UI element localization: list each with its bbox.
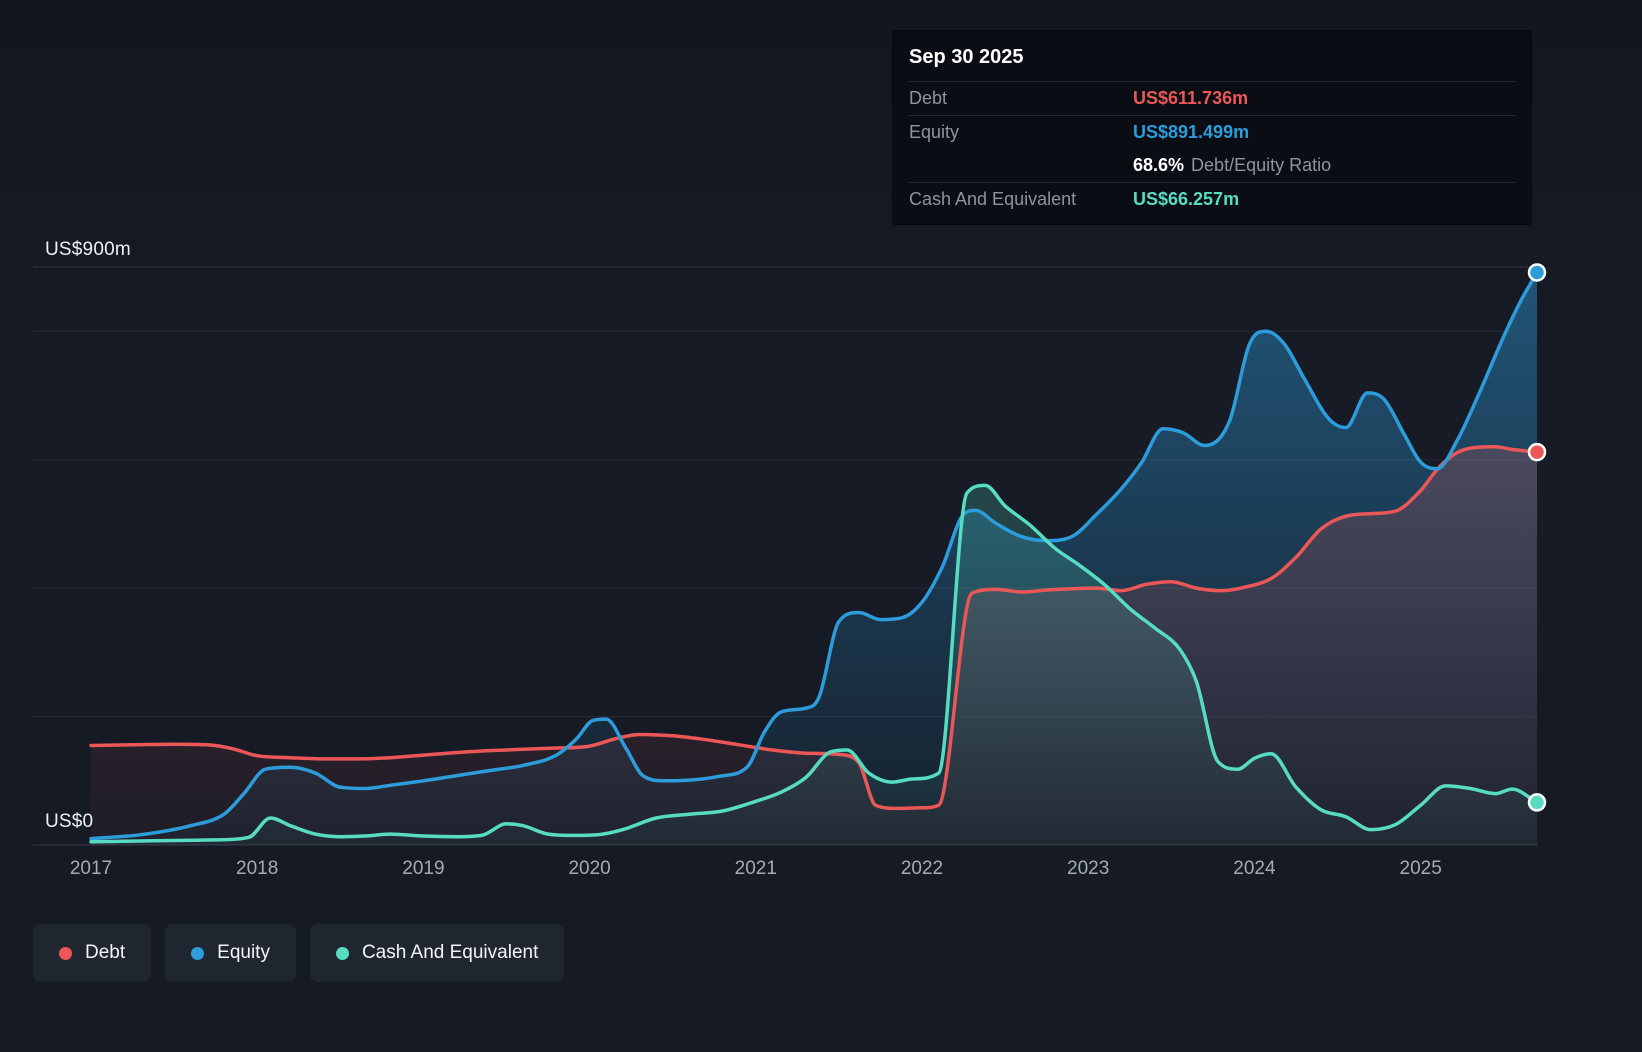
tooltip-equity-value: US$891.499m	[1133, 122, 1250, 142]
legend-item-cash[interactable]: Cash And Equivalent	[309, 924, 565, 982]
x-axis-tick: 2025	[1399, 858, 1442, 879]
x-axis-tick: 2019	[402, 858, 445, 879]
tooltip-debt-label: Debt	[909, 88, 948, 108]
tooltip-ratio-value: 68.6%	[1133, 155, 1185, 175]
tooltip-cash-value: US$66.257m	[1133, 189, 1240, 209]
tooltip-row-cash: Cash And Equivalent US$66.257m	[909, 182, 1515, 216]
x-axis-tick: 2018	[236, 858, 279, 879]
tooltip-equity-label: Equity	[909, 122, 960, 142]
x-axis-tick: 2024	[1233, 858, 1276, 879]
legend-debt-label: Debt	[85, 942, 126, 963]
tooltip-date: Sep 30 2025	[909, 46, 1024, 68]
tooltip-row-ratio: 68.6% Debt/Equity Ratio	[909, 149, 1515, 182]
tooltip-cash-label: Cash And Equivalent	[909, 189, 1077, 209]
debt-series-dot-icon	[59, 946, 72, 960]
x-axis-tick: 2023	[1067, 858, 1110, 879]
tooltip-row-debt: Debt US$611.736m	[909, 81, 1515, 115]
x-axis-tick: 2017	[69, 858, 113, 879]
tooltip-row-equity: Equity US$891.499m	[909, 115, 1515, 149]
x-axis-tick: 2020	[568, 858, 611, 879]
cash-series-dot-icon	[335, 946, 349, 960]
tooltip-ratio-label: Debt/Equity Ratio	[1191, 155, 1332, 175]
legend-equity-label: Equity	[217, 942, 270, 963]
equity-series-dot-icon	[191, 946, 205, 960]
legend-item-equity[interactable]: Equity	[165, 924, 296, 982]
y-axis-label-zero: US$0	[45, 811, 94, 832]
x-axis-tick: 2022	[900, 858, 944, 879]
x-axis-tick: 2021	[734, 858, 777, 879]
legend-cash-label: Cash And Equivalent	[361, 942, 539, 963]
legend-item-debt[interactable]: Debt	[33, 924, 152, 982]
legend: Debt Equity Cash And Equivalent	[33, 924, 565, 982]
tooltip: Sep 30 2025 Debt US$611.736m Equity US$8…	[892, 30, 1532, 225]
tooltip-debt-value: US$611.736m	[1133, 88, 1249, 108]
y-axis-label-max: US$900m	[45, 239, 131, 260]
